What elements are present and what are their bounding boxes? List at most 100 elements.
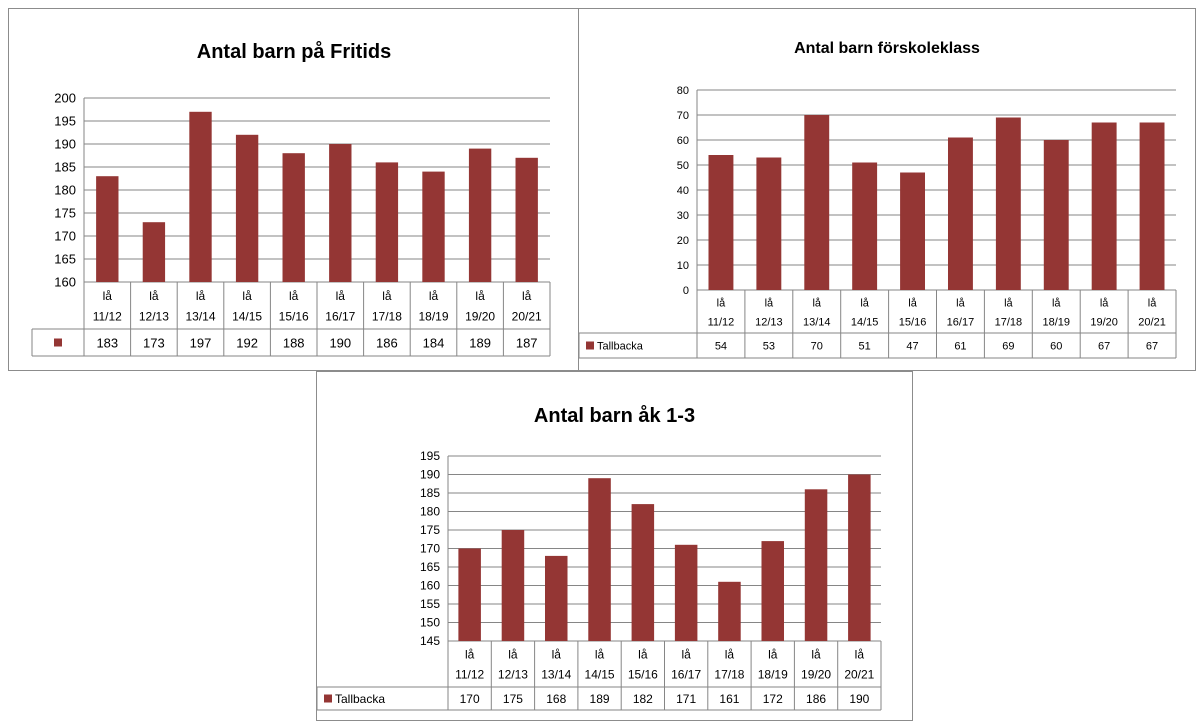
- bar: [718, 581, 741, 641]
- chart-svg: Antal barn på Fritids 200 195 190 185 180 175 1…: [31, 40, 551, 357]
- bar: [422, 171, 445, 282]
- y-tick-label: 165: [54, 252, 76, 267]
- category-label: lå: [681, 647, 691, 661]
- data-label: 183: [96, 335, 118, 350]
- bar: [515, 157, 538, 282]
- y-tick-label: 180: [54, 183, 76, 198]
- category-label: lå: [860, 297, 869, 309]
- category-label: lå: [956, 297, 965, 309]
- category-label: 12/13: [139, 310, 169, 324]
- chart-title: Antal barn på Fritids: [197, 40, 391, 63]
- category-label: 11/12: [708, 316, 735, 328]
- category-label: 12/13: [498, 668, 528, 682]
- category-label: 19/20: [801, 668, 831, 682]
- y-tick-label: 185: [420, 486, 440, 500]
- category-label: lå: [289, 289, 299, 303]
- data-label: 189: [590, 692, 610, 706]
- data-label: 171: [676, 692, 696, 706]
- y-tick-label: 200: [54, 91, 76, 106]
- bar: [235, 134, 259, 282]
- category-label: lå: [908, 297, 917, 309]
- category-label: lå: [595, 647, 605, 661]
- category-label: lå: [149, 289, 159, 303]
- y-tick-label: 195: [420, 449, 440, 463]
- category-label: lå: [765, 297, 774, 309]
- chart-panel-fritids: Antal barn på Fritids 200 195 190 185 180 175 1…: [8, 8, 580, 371]
- data-label: 53: [763, 341, 775, 353]
- bar: [852, 162, 878, 290]
- data-label: 189: [469, 335, 491, 350]
- y-tick-label: 40: [677, 185, 689, 197]
- bar: [848, 474, 871, 641]
- y-tick-label: 165: [420, 560, 440, 574]
- data-label: 67: [1146, 341, 1158, 353]
- bar: [468, 148, 492, 282]
- bar: [900, 172, 926, 290]
- y-tick-label: 0: [683, 285, 689, 297]
- category-label: 18/19: [758, 668, 788, 682]
- category-label: lå: [508, 647, 518, 661]
- legend-key: [54, 338, 62, 347]
- chart-title: Antal barn förskoleklass: [794, 40, 980, 57]
- y-tick-label: 145: [420, 634, 440, 648]
- data-label: 190: [329, 335, 351, 350]
- y-tick-label: 160: [420, 579, 440, 593]
- bar: [1091, 122, 1117, 290]
- category-label: lå: [336, 289, 346, 303]
- category-label: lå: [812, 297, 821, 309]
- data-label: 170: [460, 692, 480, 706]
- data-label: 173: [143, 335, 165, 350]
- y-tick-label: 20: [677, 235, 689, 247]
- y-tick-label: 150: [420, 616, 440, 630]
- data-label: 67: [1098, 341, 1110, 353]
- category-label: 14/15: [232, 310, 262, 324]
- chart-panel-forskoleklass: Antal barn förskoleklass 80 70 60 50 40 30 20 10…: [578, 8, 1196, 371]
- data-label: 61: [954, 341, 966, 353]
- category-label: lå: [196, 289, 206, 303]
- category-label: lå: [382, 289, 392, 303]
- bar: [708, 155, 734, 290]
- category-label: 13/14: [541, 668, 571, 682]
- data-label: 51: [859, 341, 871, 353]
- category-label: lå: [725, 647, 735, 661]
- data-label: 175: [503, 692, 523, 706]
- category-label: lå: [1052, 297, 1061, 309]
- data-label: 190: [849, 692, 869, 706]
- y-tick-label: 170: [54, 229, 76, 244]
- category-label: lå: [717, 297, 726, 309]
- category-label: 20/21: [512, 310, 542, 324]
- y-tick-label: 30: [677, 210, 689, 222]
- bar: [189, 111, 212, 282]
- bar: [674, 544, 698, 641]
- y-tick-label: 190: [420, 468, 440, 482]
- category-label: 17/18: [714, 668, 744, 682]
- category-label: 19/20: [1090, 316, 1118, 328]
- legend-key: [324, 694, 332, 703]
- bar: [995, 117, 1021, 290]
- bar: [804, 115, 830, 290]
- category-label: lå: [638, 647, 648, 661]
- y-tick-label: 155: [420, 597, 440, 611]
- category-label: 15/16: [279, 310, 309, 324]
- y-tick-label: 195: [54, 114, 76, 129]
- category-label: 11/12: [455, 668, 484, 682]
- bar: [1043, 140, 1069, 290]
- data-label: 47: [906, 341, 918, 353]
- category-label: 14/15: [851, 316, 879, 328]
- bar: [458, 548, 481, 641]
- legend-label: Tallbacka: [597, 341, 644, 353]
- category-label: 14/15: [585, 668, 615, 682]
- data-label: 69: [1002, 341, 1014, 353]
- legend-key: [586, 341, 594, 350]
- category-label: 13/14: [803, 316, 831, 328]
- bar: [947, 137, 973, 290]
- category-label: 17/18: [372, 310, 402, 324]
- chart-title: Antal barn åk 1-3: [534, 404, 695, 427]
- bar: [282, 153, 305, 282]
- category-label: 15/16: [628, 668, 658, 682]
- category-label: lå: [768, 647, 778, 661]
- bar: [804, 489, 828, 641]
- category-label: 12/13: [755, 316, 783, 328]
- category-label: lå: [429, 289, 439, 303]
- bar: [142, 222, 166, 282]
